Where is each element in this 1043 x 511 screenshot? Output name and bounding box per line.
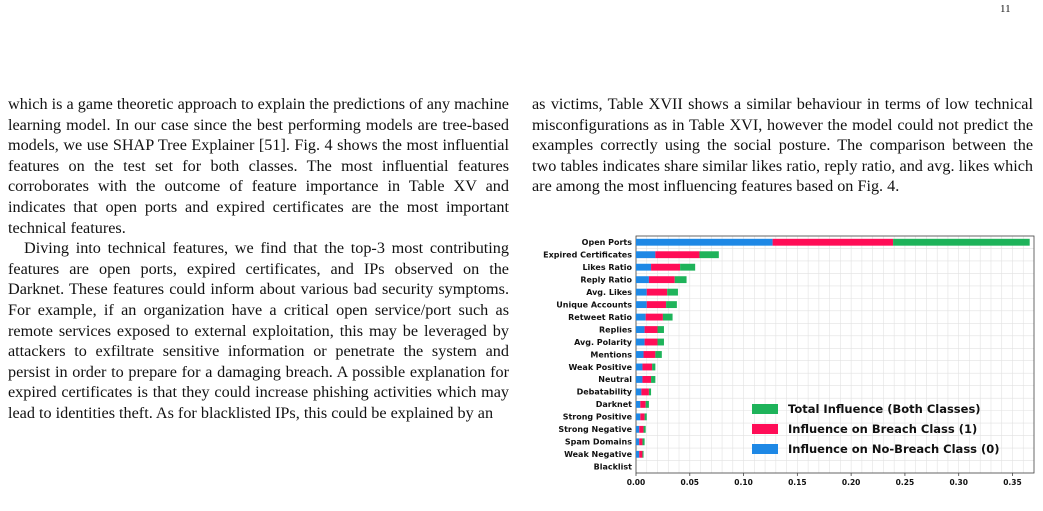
bar-segment (636, 276, 649, 284)
bar-segment (646, 301, 667, 309)
bar-segment (639, 425, 644, 433)
bar-segment (699, 251, 719, 259)
legend-swatch (752, 404, 778, 414)
bar-segment (643, 425, 646, 433)
category-label: Mentions (590, 350, 632, 359)
category-label: Replies (599, 325, 632, 334)
bar-segment (636, 376, 643, 383)
paragraph: which is a game theoretic approach to ex… (8, 95, 509, 237)
bar-segment (636, 450, 640, 458)
bar-segment (636, 400, 641, 408)
category-label: Avg. Polarity (574, 338, 633, 347)
chart-svg: Open Ports Expired Certificates Likes Rati… (543, 235, 1035, 487)
bar-segment (655, 251, 700, 259)
bar-segment (636, 425, 640, 433)
bar-segment (640, 413, 645, 421)
category-label: Weak Positive (568, 363, 632, 372)
bar-segment (674, 276, 687, 284)
category-label: Strong Positive (563, 413, 633, 422)
bar-segment (651, 263, 681, 271)
legend-label: Influence on Breach Class (1) (788, 422, 977, 436)
bar-segment (655, 351, 662, 358)
bar-segment (642, 450, 644, 458)
right-text-column: as victims, Table XVII shows a similar b… (532, 94, 1033, 197)
x-tick-label: 0.00 (627, 478, 646, 487)
bar-segment (636, 238, 773, 246)
bar-segment (657, 326, 664, 333)
bar-segment (648, 276, 675, 284)
category-label: Unique Accounts (556, 300, 632, 309)
plot-frame (635, 235, 1035, 474)
category-label: Darknet (596, 400, 632, 409)
bar-segment (636, 351, 644, 358)
legend-swatch (752, 424, 778, 434)
bar-segment (636, 263, 652, 271)
bar-segment (639, 438, 643, 446)
bar-segment (636, 301, 647, 309)
bar-segment (645, 400, 649, 408)
x-tick-label: 0.35 (1003, 478, 1022, 487)
paragraph: as victims, Table XVII shows a similar b… (532, 95, 1033, 196)
bar-segment (643, 351, 656, 358)
bar-segment (642, 438, 645, 446)
category-label: Spam Domains (565, 438, 632, 447)
bar-segment (636, 363, 643, 371)
bar-segment (893, 238, 1030, 246)
bar-segment (644, 338, 658, 346)
category-label: Open Ports (582, 238, 633, 247)
bar-segment (636, 251, 656, 259)
bar-segment (636, 338, 645, 346)
x-tick-label: 0.25 (896, 478, 915, 487)
bar-segment (652, 363, 656, 371)
bar-segment (651, 376, 656, 383)
category-label: Neutral (598, 375, 632, 384)
legend-label: Total Influence (Both Classes) (788, 402, 981, 416)
bar-segment (636, 388, 642, 396)
x-tick-label: 0.15 (788, 478, 807, 487)
bar-segment (636, 438, 640, 446)
bar-segment (644, 413, 647, 421)
category-label: Likes Ratio (582, 263, 632, 272)
bar-segment (636, 413, 641, 421)
bar-segment (636, 288, 647, 296)
bar-segment (662, 313, 673, 321)
bar-segment (644, 326, 658, 333)
bar-segment (641, 388, 649, 396)
bar-segment (772, 238, 894, 246)
paragraph: Diving into technical features, we find … (8, 239, 509, 422)
shap-feature-influence-chart: Open Ports Expired Certificates Likes Rati… (536, 233, 1036, 493)
legend-swatch (752, 444, 778, 454)
legend-label: Influence on No-Breach Class (0) (788, 442, 1000, 456)
x-tick-label: 0.20 (842, 478, 861, 487)
bar-segment (667, 288, 678, 296)
category-label: Avg. Likes (586, 288, 632, 297)
bar-segment (639, 450, 643, 458)
x-tick-label: 0.05 (681, 478, 700, 487)
bar-segment (680, 263, 696, 271)
bar-segment (640, 400, 646, 408)
category-label: Retweet Ratio (568, 313, 632, 322)
category-label: Blacklist (594, 463, 633, 472)
left-text-column: which is a game theoretic approach to ex… (8, 94, 509, 424)
bar-segment (648, 388, 652, 396)
bar-segment (645, 313, 663, 321)
category-label: Expired Certificates (543, 251, 632, 260)
bar-segment (646, 288, 668, 296)
bar-segment (636, 313, 646, 321)
category-label: Debatability (577, 388, 633, 397)
category-label: Reply Ratio (580, 275, 632, 284)
bar-segment (642, 376, 652, 383)
bar-segment (636, 326, 645, 333)
category-label: Weak Negative (564, 450, 632, 459)
bar-segment (642, 363, 653, 371)
category-label: Strong Negative (558, 425, 632, 434)
bar-segment (657, 338, 664, 346)
page-number: 11 (1000, 3, 1011, 15)
x-tick-label: 0.30 (949, 478, 968, 487)
bar-segment (666, 301, 677, 309)
x-tick-label: 0.10 (734, 478, 753, 487)
